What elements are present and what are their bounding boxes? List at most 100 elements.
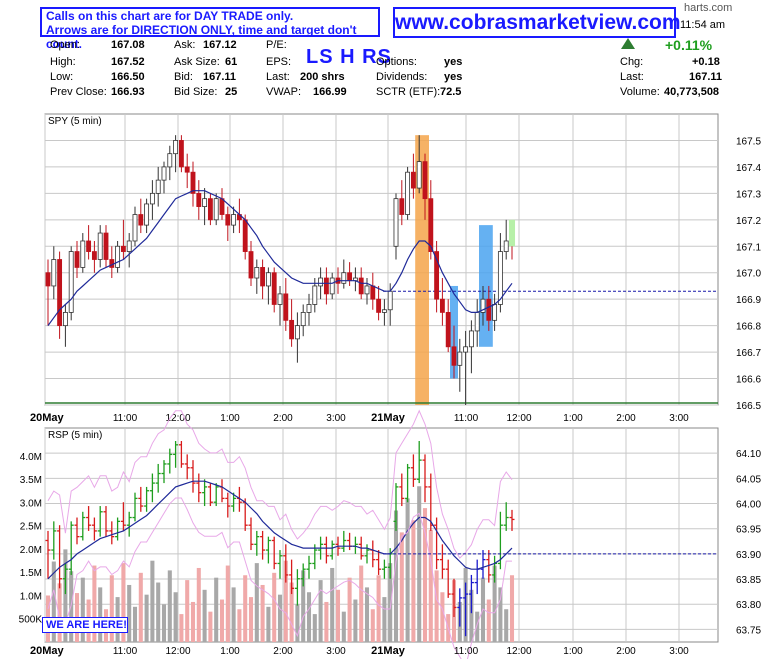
rsp-x-tick: 11:00 — [454, 646, 479, 657]
spy-y-tick: 166.6 — [736, 375, 761, 386]
spy-candle-body — [173, 140, 179, 155]
spy-candle-body — [109, 259, 115, 268]
rsp-volume-bar — [359, 565, 364, 642]
rsp-volume-bar — [57, 583, 62, 642]
spy-candle-body — [91, 251, 97, 260]
spy-y-tick: 167.3 — [736, 189, 761, 200]
spy-candle-body — [167, 153, 173, 168]
rsp-x-tick: 3:00 — [326, 646, 346, 657]
site-url-banner[interactable]: www.cobrasmarketview.com — [393, 7, 681, 38]
signal-band — [415, 135, 429, 405]
rsp-volume-bar — [277, 594, 283, 642]
rsp-volume-bar — [109, 575, 114, 642]
spy-y-tick: 166.9 — [736, 295, 761, 306]
last2-label: Last: — [620, 71, 644, 83]
spy-candle-body — [57, 259, 63, 327]
spy-candle-body — [120, 245, 126, 252]
spy-title: SPY (5 min) — [48, 116, 102, 127]
spy-candle-body — [497, 251, 503, 305]
spy-candle-body — [381, 309, 387, 313]
last-shares-value: 200 shrs — [300, 71, 345, 83]
rsp-volume-bar — [156, 582, 161, 642]
rsp-volume-bar — [341, 611, 346, 642]
spy-candle-body — [271, 272, 277, 305]
rsp-volume-bar — [428, 529, 433, 642]
spy-x-tick: 1:00 — [220, 413, 240, 424]
spy-y-tick: 167.2 — [736, 216, 761, 227]
last-label: Last: — [266, 71, 290, 83]
rsp-volume-bar — [324, 601, 329, 642]
spy-candle-body — [480, 298, 486, 313]
rsp-volume-bar — [150, 560, 155, 642]
spy-candle-body — [260, 267, 266, 287]
spy-candle-body — [492, 304, 498, 321]
rsp-volume-bar — [486, 599, 491, 642]
rsp-volume-bar — [196, 567, 201, 642]
spy-candle-body — [323, 277, 329, 295]
spy-candle-body — [422, 161, 428, 200]
disclaimer-line-1: Calls on this chart are for DAY TRADE on… — [46, 9, 294, 23]
up-arrow-icon — [621, 38, 635, 49]
ask-value: 167.12 — [203, 39, 237, 51]
spy-candle-body — [277, 293, 283, 305]
rsp-y-tick: 64.05 — [736, 474, 761, 485]
rsp-volume-bar — [219, 599, 225, 642]
volume-label: Volume: — [620, 86, 660, 98]
rsp-volume-bar — [138, 572, 143, 642]
ask-size-label: Ask Size: — [174, 56, 220, 68]
spy-candle-body — [248, 251, 254, 279]
dividends-value: yes — [444, 71, 463, 83]
rsp-volume-bar — [127, 584, 132, 642]
rsp-volume-bar — [370, 609, 375, 642]
spy-candle-body — [283, 293, 289, 321]
spy-candle-body — [370, 285, 376, 300]
rsp-volume-tick: 4.0M — [20, 452, 42, 463]
pct-change: +0.11% — [665, 37, 713, 53]
spy-frame — [44, 113, 719, 406]
spy-candle-body — [468, 330, 474, 348]
spy-x-tick: 2:00 — [616, 413, 636, 424]
rsp-volume-bar — [393, 510, 399, 642]
rsp-x-tick: 12:00 — [506, 646, 531, 657]
rsp-x-tick: 1:00 — [563, 646, 583, 657]
rsp-volume-bar — [388, 563, 393, 642]
spy-x-tick: 1:00 — [563, 413, 583, 424]
rsp-volume-bar — [312, 614, 317, 642]
rsp-volume-bar — [498, 587, 503, 642]
spy-candle-body — [474, 312, 480, 332]
spy-candle-body — [202, 198, 208, 207]
spy-ma-line — [47, 190, 513, 326]
spy-candle-body — [68, 251, 74, 313]
rsp-volume-bar — [353, 599, 358, 642]
spy-candle-body — [445, 312, 451, 348]
rsp-volume-tick: 1.5M — [20, 568, 42, 579]
high-value: 167.52 — [111, 56, 145, 68]
chg-label: Chg: — [620, 56, 644, 68]
high-label: High: — [50, 56, 76, 68]
spy-y-tick: 166.8 — [736, 322, 761, 333]
spy-y-tick: 167.0 — [736, 269, 761, 280]
rsp-volume-bar — [63, 549, 68, 642]
rsp-volume-bar — [330, 567, 335, 642]
spy-candle-body — [364, 285, 370, 295]
spy-candle-body — [219, 198, 225, 215]
spy-candle-body — [294, 325, 300, 340]
spy-candle-body — [329, 277, 335, 295]
spy-candle-body — [358, 277, 364, 295]
rsp-volume-bar — [405, 498, 410, 642]
spy-candle-body — [347, 272, 353, 282]
rsp-volume-bar — [335, 589, 341, 642]
rsp-volume-bar — [260, 584, 265, 642]
rsp-upper-envelope — [47, 409, 513, 559]
pe-label: P/E: — [266, 39, 287, 51]
eps-label: EPS: — [266, 56, 292, 68]
rsp-volume-tick: 1.0M — [20, 591, 42, 602]
rsp-volume-bar — [318, 580, 323, 642]
rsp-volume-bar — [411, 520, 416, 642]
volume-value: 40,773,508 — [664, 86, 720, 98]
rsp-volume-tick: 500K — [19, 615, 43, 626]
rsp-volume-bar — [167, 570, 172, 642]
spy-x-tick: 11:00 — [113, 413, 138, 424]
rsp-volume-bar — [121, 563, 126, 642]
